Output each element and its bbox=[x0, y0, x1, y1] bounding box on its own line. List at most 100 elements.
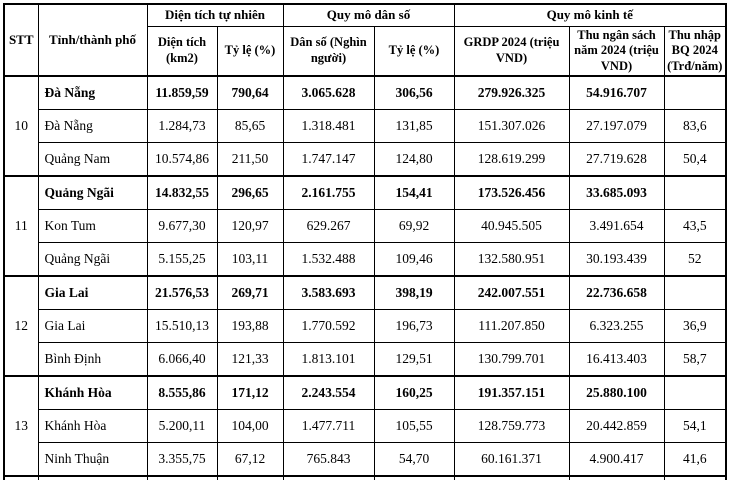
province-cell: Quảng Ngãi bbox=[37, 175, 148, 211]
table-row: Bình Định 6.066,40 121,33 1.813.101 129,51 13… bbox=[4, 342, 727, 377]
province-cell: Bình Định bbox=[37, 342, 148, 377]
value-cell: 1.747.147 bbox=[282, 142, 375, 177]
value-cell: 54.916.707 bbox=[568, 75, 665, 111]
value-cell: 1.770.592 bbox=[282, 309, 375, 344]
stt-cell: 10 bbox=[3, 75, 39, 177]
value-cell: 154,41 bbox=[373, 175, 455, 211]
value-cell: 4.900.417 bbox=[568, 442, 665, 477]
table-row: 11 Quảng Ngãi 14.832,55 296,65 2.161.755 154,… bbox=[3, 175, 727, 277]
value-cell: 21.576,53 bbox=[146, 275, 218, 311]
value-cell: 43,5 bbox=[663, 209, 727, 244]
value-cell: 33.685.093 bbox=[568, 175, 665, 211]
header-income-2024: Thu nhập BQ 2024 (Trđ/năm) bbox=[663, 25, 727, 77]
value-cell: 3.065.628 bbox=[282, 75, 375, 111]
value-cell: 67,12 bbox=[216, 442, 284, 477]
province-cell: Khánh Hòa bbox=[37, 409, 148, 444]
value-cell bbox=[663, 375, 727, 411]
value-cell: 211,50 bbox=[216, 142, 284, 177]
value-cell: 83,6 bbox=[663, 109, 727, 144]
value-cell: 111.207.850 bbox=[453, 309, 570, 344]
province-cell: Lâm Đồng bbox=[37, 475, 148, 480]
header-group-area: Diện tích tự nhiên bbox=[146, 3, 284, 27]
province-cell: Đà Nẵng bbox=[37, 109, 148, 144]
value-cell: 430,33 bbox=[373, 475, 455, 480]
value-cell: 109,46 bbox=[373, 242, 455, 277]
value-cell: 27.190.308 bbox=[568, 475, 665, 480]
value-cell: 8.555,86 bbox=[146, 375, 218, 411]
value-cell: 173.526.456 bbox=[453, 175, 570, 211]
value-cell: 130.799.701 bbox=[453, 342, 570, 377]
value-cell: 2.161.755 bbox=[282, 175, 375, 211]
value-cell: 69,92 bbox=[373, 209, 455, 244]
province-cell: Quảng Nam bbox=[37, 142, 148, 177]
stt-cell: 12 bbox=[3, 275, 39, 377]
province-cell: Gia Lai bbox=[37, 275, 148, 311]
value-cell: 11.859,59 bbox=[146, 75, 218, 111]
header-population-ratio: Tỷ lệ (%) bbox=[373, 25, 455, 77]
value-cell: 1.532.488 bbox=[282, 242, 375, 277]
value-cell: 22.736.658 bbox=[568, 275, 665, 311]
value-cell: 58,7 bbox=[663, 342, 727, 377]
value-cell: 171,12 bbox=[216, 375, 284, 411]
value-cell bbox=[663, 75, 727, 111]
table-row: Khánh Hòa 5.200,11 104,00 1.477.711 105,55 12… bbox=[4, 409, 727, 444]
value-cell: 54,1 bbox=[663, 409, 727, 444]
stt-cell bbox=[3, 475, 39, 480]
value-cell: 191.357.151 bbox=[453, 375, 570, 411]
value-cell: 20.442.859 bbox=[568, 409, 665, 444]
value-cell: 151.307.026 bbox=[453, 109, 570, 144]
value-cell: 25.880.100 bbox=[568, 375, 665, 411]
value-cell: 104,00 bbox=[216, 409, 284, 444]
table-row: Quảng Ngãi 5.155,25 103,11 1.532.488 109,46 1… bbox=[4, 242, 727, 277]
value-cell: 3.355,75 bbox=[146, 442, 218, 477]
value-cell: 279.926.325 bbox=[453, 75, 570, 111]
value-cell: 129,51 bbox=[373, 342, 455, 377]
table-row: Lâm Đồng24.233,07302,913.872.999430,3331… bbox=[3, 475, 727, 480]
table-row: Ninh Thuận 3.355,75 67,12 765.843 54,70 60.16… bbox=[4, 442, 727, 477]
value-cell: 10.574,86 bbox=[146, 142, 218, 177]
value-cell: 6.323.255 bbox=[568, 309, 665, 344]
value-cell: 103,11 bbox=[216, 242, 284, 277]
value-cell: 5.200,11 bbox=[146, 409, 218, 444]
province-cell: Đà Nẵng bbox=[37, 75, 148, 111]
value-cell: 85,65 bbox=[216, 109, 284, 144]
value-cell: 24.233,07 bbox=[146, 475, 218, 480]
value-cell: 16.413.403 bbox=[568, 342, 665, 377]
value-cell: 128.759.773 bbox=[453, 409, 570, 444]
value-cell: 15.510,13 bbox=[146, 309, 218, 344]
stt-cell: 11 bbox=[3, 175, 39, 277]
header-area-km2: Diện tích (km2) bbox=[146, 25, 218, 77]
table-row: Quảng Nam 10.574,86 211,50 1.747.147 124,80 1… bbox=[4, 142, 727, 177]
value-cell: 9.677,30 bbox=[146, 209, 218, 244]
table-body: 10 Đà Nẵng 11.859,59 790,64 3.065.628 306,56 2… bbox=[3, 75, 727, 480]
value-cell: 30.193.439 bbox=[568, 242, 665, 277]
value-cell: 160,25 bbox=[373, 375, 455, 411]
value-cell: 121,33 bbox=[216, 342, 284, 377]
value-cell: 2.243.554 bbox=[282, 375, 375, 411]
header-province: Tỉnh/thành phố bbox=[37, 3, 148, 77]
value-cell: 128.619.299 bbox=[453, 142, 570, 177]
value-cell: 196,73 bbox=[373, 309, 455, 344]
value-cell: 319.878.839 bbox=[453, 475, 570, 480]
value-cell: 3.491.654 bbox=[568, 209, 665, 244]
value-cell: 50,4 bbox=[663, 142, 727, 177]
table-row: 10 Đà Nẵng 11.859,59 790,64 3.065.628 306,56 2… bbox=[3, 75, 727, 177]
value-cell: 120,97 bbox=[216, 209, 284, 244]
table-row: Đà Nẵng 1.284,73 85,65 1.318.481 131,85 151.3… bbox=[4, 109, 727, 144]
value-cell: 132.580.951 bbox=[453, 242, 570, 277]
table-row: 13 Khánh Hòa 8.555,86 171,12 2.243.554 160,25… bbox=[3, 375, 727, 477]
province-cell: Ninh Thuận bbox=[37, 442, 148, 477]
header-budget-2024: Thu ngân sách năm 2024 (triệu VND) bbox=[568, 25, 665, 77]
value-cell: 3.583.693 bbox=[282, 275, 375, 311]
value-cell bbox=[663, 275, 727, 311]
value-cell: 52 bbox=[663, 242, 727, 277]
table-header: STT Tỉnh/thành phố Diện tích tự nhiên Qu… bbox=[3, 3, 727, 77]
header-stt: STT bbox=[3, 3, 39, 77]
header-group-population: Quy mô dân số bbox=[282, 3, 455, 27]
value-cell: 40.945.505 bbox=[453, 209, 570, 244]
header-row-groups: STT Tỉnh/thành phố Diện tích tự nhiên Qu… bbox=[3, 3, 727, 77]
header-group-economy: Quy mô kinh tế bbox=[453, 3, 727, 27]
value-cell: 27.719.628 bbox=[568, 142, 665, 177]
value-cell: 296,65 bbox=[216, 175, 284, 211]
